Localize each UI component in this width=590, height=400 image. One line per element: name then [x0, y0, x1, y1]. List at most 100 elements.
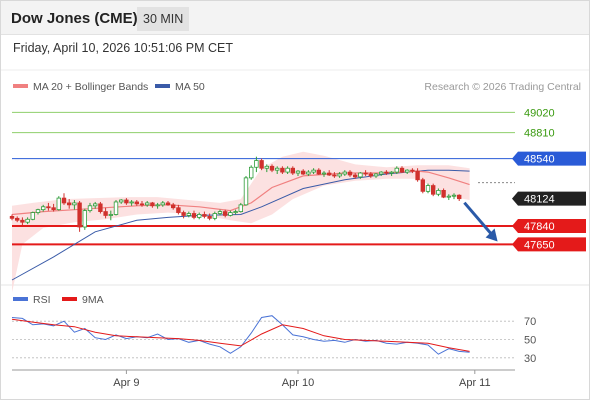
- candle-body-61: [326, 172, 332, 176]
- candle-body-70: [373, 173, 379, 177]
- candle-body-52: [280, 167, 285, 173]
- candle-body-54: [290, 167, 295, 174]
- candle-body-69: [368, 173, 373, 177]
- legend-9ma-swatch: [62, 297, 77, 301]
- candle-body-55: [295, 170, 301, 174]
- level-tag-pivot-2: [512, 151, 586, 166]
- candle-body-51: [274, 167, 280, 171]
- bollinger-band-area: [12, 151, 470, 293]
- instrument-title: Dow Jones (CME): [11, 10, 138, 27]
- candle-body-27: [150, 202, 155, 207]
- rsi-line: [11, 315, 470, 355]
- rsi-tick-label-70: 70: [524, 316, 536, 328]
- candle-body-64: [342, 171, 347, 175]
- candle-body-28: [155, 204, 160, 207]
- level-label-support-3: 47840: [524, 221, 555, 233]
- forecast-arrow-shaft: [463, 201, 494, 237]
- candle-body-77: [410, 169, 415, 172]
- candle-body-0: [9, 216, 15, 219]
- candle-body-68: [363, 172, 368, 175]
- level-label-resistance-1: 48810: [524, 128, 555, 140]
- candle-body-22: [124, 199, 129, 204]
- rsi-tick-label-50: 50: [524, 335, 536, 347]
- candle-body-6: [41, 206, 46, 211]
- candle-body-49: [264, 165, 269, 169]
- candle-body-86: [456, 194, 462, 200]
- candle-body-43: [233, 211, 238, 213]
- candle-body-65: [347, 171, 353, 176]
- legend-ma50-label: MA 50: [175, 81, 205, 93]
- timestamp-subtitle: Friday, April 10, 2026 10:51:06 PM CET: [13, 41, 234, 55]
- legend-ma50-swatch: [155, 84, 170, 88]
- candle-body-79: [420, 179, 425, 192]
- candle-body-45: [243, 177, 249, 206]
- candle-body-15: [87, 205, 93, 212]
- candle-body-47: [254, 160, 259, 168]
- level-label-resistance-0: 49020: [524, 107, 555, 119]
- x-tick-label-0: Apr 9: [113, 377, 139, 389]
- candle-body-84: [446, 195, 451, 198]
- candle-body-63: [337, 173, 342, 177]
- level-tag-support-4: [512, 237, 586, 252]
- timeframe-button[interactable]: 30 MIN: [137, 7, 190, 31]
- candle-body-73: [389, 171, 394, 174]
- candle-body-32: [176, 207, 181, 213]
- rsi-tick-label-30: 30: [524, 353, 536, 365]
- candle-body-39: [212, 213, 217, 219]
- level-label-support-4: 47650: [524, 239, 555, 251]
- candle-body-36: [196, 214, 202, 218]
- candle-body-80: [425, 185, 431, 192]
- candle-body-31: [170, 204, 176, 209]
- candle-body-14: [82, 210, 87, 228]
- last-price-label: 48124: [524, 194, 555, 206]
- candle-body-17: [98, 203, 103, 212]
- candle-body-56: [300, 170, 306, 175]
- candle-body-34: [186, 213, 191, 216]
- candle-body-74: [394, 167, 399, 173]
- candle-body-18: [103, 211, 108, 216]
- candle-body-48: [259, 160, 264, 169]
- candle-body-46: [248, 166, 254, 179]
- candle-body-19: [108, 214, 113, 216]
- candle-body-40: [217, 211, 223, 214]
- candle-body-23: [129, 201, 134, 204]
- candle-body-53: [285, 167, 290, 173]
- candle-body-41: [222, 211, 228, 216]
- candle-body-30: [165, 202, 171, 206]
- candle-body-50: [269, 165, 275, 171]
- level-label-pivot-2: 48540: [524, 154, 555, 166]
- candle-body-5: [35, 209, 41, 213]
- candle-body-24: [134, 201, 139, 205]
- candle-body-81: [430, 185, 436, 195]
- forecast-arrow-head: [485, 228, 498, 242]
- candle-body-11: [67, 202, 72, 206]
- candle-body-71: [378, 171, 384, 175]
- candle-body-7: [46, 206, 51, 209]
- candle-body-78: [415, 170, 420, 181]
- candle-body-58: [311, 169, 316, 173]
- candle-body-13: [77, 202, 82, 228]
- candle-body-33: [181, 212, 186, 216]
- candle-body-16: [93, 203, 98, 207]
- candle-body-42: [228, 212, 233, 216]
- candle-body-8: [51, 207, 56, 211]
- candle-body-59: [316, 169, 321, 175]
- candle-body-29: [160, 202, 165, 206]
- candle-body-10: [61, 197, 67, 204]
- legend-rsi-swatch: [13, 297, 28, 301]
- candle-body-60: [321, 172, 327, 175]
- candle-body-37: [202, 214, 207, 217]
- candle-body-75: [399, 167, 405, 173]
- candle-body-12: [72, 202, 77, 206]
- candle-body-44: [238, 204, 243, 212]
- x-tick-label-2: Apr 11: [459, 377, 491, 389]
- candle-body-4: [30, 212, 35, 220]
- x-tick-label-1: Apr 10: [282, 377, 314, 389]
- candle-body-20: [113, 201, 119, 215]
- candle-body-83: [441, 189, 446, 198]
- candle-body-26: [144, 202, 150, 206]
- level-tag-support-3: [512, 219, 586, 234]
- candle-body-67: [358, 172, 363, 178]
- candle-body-35: [191, 213, 197, 218]
